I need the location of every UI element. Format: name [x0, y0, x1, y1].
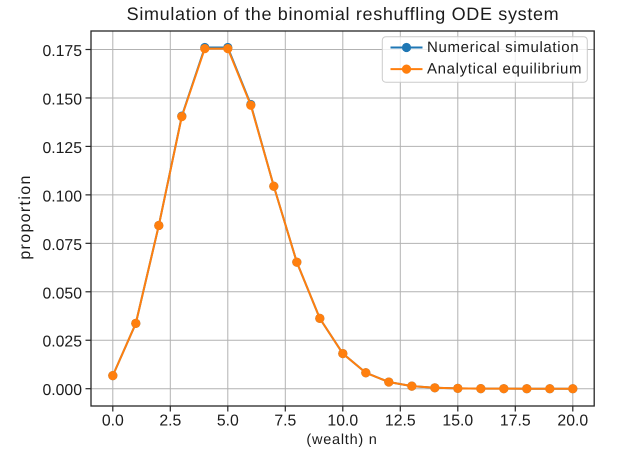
svg-text:Simulation of the binomial res: Simulation of the binomial reshuffling O…: [127, 4, 560, 24]
svg-text:0.050: 0.050: [42, 285, 82, 302]
svg-text:0.150: 0.150: [42, 91, 82, 108]
svg-text:0.000: 0.000: [42, 382, 82, 399]
svg-text:0.0: 0.0: [102, 413, 124, 430]
svg-text:5.0: 5.0: [217, 413, 239, 430]
svg-text:15.0: 15.0: [442, 413, 473, 430]
svg-text:0.175: 0.175: [42, 43, 82, 60]
svg-text:2.5: 2.5: [159, 413, 181, 430]
svg-text:0.025: 0.025: [42, 334, 82, 351]
svg-text:20.0: 20.0: [557, 413, 588, 430]
svg-text:0.075: 0.075: [42, 237, 82, 254]
svg-text:0.125: 0.125: [42, 140, 82, 157]
svg-text:10.0: 10.0: [327, 413, 358, 430]
svg-text:12.5: 12.5: [385, 413, 416, 430]
svg-text:Numerical simulation: Numerical simulation: [427, 39, 579, 56]
svg-text:7.5: 7.5: [274, 413, 296, 430]
svg-text:proportion: proportion: [17, 174, 34, 259]
svg-text:17.5: 17.5: [500, 413, 531, 430]
svg-text:Analytical equilibrium: Analytical equilibrium: [427, 61, 582, 78]
svg-text:(wealth) n: (wealth) n: [306, 432, 377, 448]
svg-text:0.100: 0.100: [42, 188, 82, 205]
